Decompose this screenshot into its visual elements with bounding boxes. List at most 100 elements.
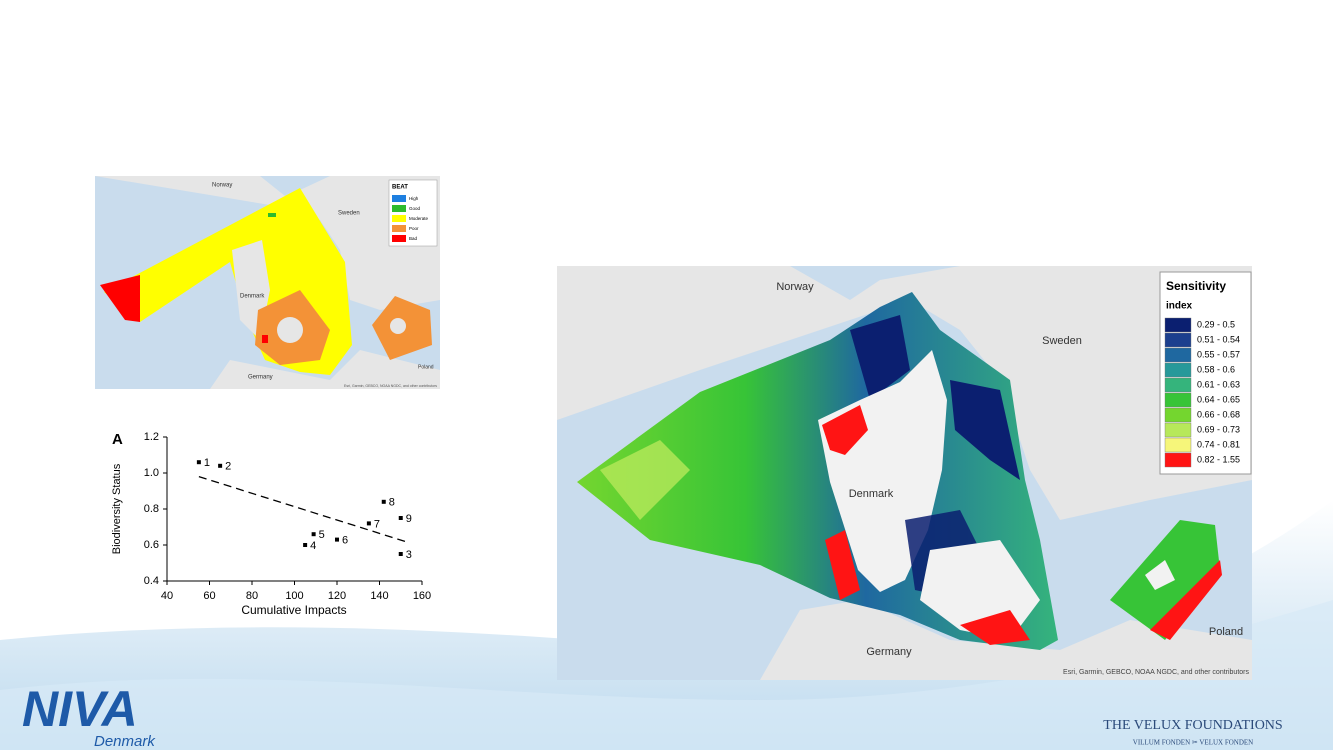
point-label: 8 — [389, 497, 395, 509]
point-label: 6 — [342, 535, 348, 547]
place-label: Denmark — [240, 294, 265, 300]
legend-label: 0.61 - 0.63 — [1197, 379, 1240, 389]
legend-label: 0.51 - 0.54 — [1197, 334, 1240, 344]
legend-label: 0.55 - 0.57 — [1197, 349, 1240, 359]
map-region — [850, 315, 910, 400]
wave — [0, 600, 1333, 750]
place-label: Poland — [1209, 626, 1243, 638]
legend-label: Poor — [409, 226, 419, 231]
logo-subtext: Denmark — [94, 733, 156, 750]
map-land — [760, 600, 1252, 680]
point — [311, 532, 316, 537]
x-tick-label: 160 — [413, 590, 431, 602]
point-label: 5 — [319, 529, 325, 541]
x-tick-label: 40 — [161, 590, 173, 602]
trend-line — [198, 475, 406, 543]
map-region — [100, 275, 140, 322]
legend-label: 0.82 - 1.55 — [1197, 454, 1240, 464]
attribution: Esri, Garmin, GEBCO, NOAA NGDC, and othe… — [344, 384, 437, 388]
point — [366, 521, 371, 526]
x-axis-label: Cumulative Impacts — [241, 603, 346, 617]
legend-label: 0.69 - 0.73 — [1197, 424, 1240, 434]
place-label: Norway — [212, 183, 232, 189]
legend-swatch — [1164, 317, 1192, 333]
legend-swatch — [1164, 422, 1192, 438]
x-tick-label: 120 — [328, 590, 346, 602]
place-label: Sweden — [1042, 335, 1082, 347]
point — [218, 463, 223, 468]
y-axis-label: Biodiversity Status — [111, 463, 123, 554]
legend-swatch — [1164, 332, 1192, 348]
place-label: Germany — [866, 646, 912, 658]
legend-label: Bad — [409, 236, 418, 241]
legend-label: 0.74 - 0.81 — [1197, 439, 1240, 449]
y-tick-label: 0.6 — [144, 539, 159, 551]
legend-swatch — [1164, 362, 1192, 378]
niva-logo: NIVA Denmark — [22, 681, 156, 750]
place-label: Norway — [776, 281, 814, 293]
legend-label: 0.29 - 0.5 — [1197, 319, 1235, 329]
x-tick-label: 100 — [285, 590, 303, 602]
legend-swatch — [392, 215, 406, 222]
map-region — [262, 335, 268, 343]
legend-title: Sensitivity — [1166, 279, 1226, 293]
y-tick-label: 0.4 — [144, 575, 159, 587]
legend-label: Moderate — [409, 216, 429, 221]
point — [398, 552, 403, 556]
map-land — [210, 350, 440, 389]
map-land — [557, 266, 1252, 520]
legend-swatch — [392, 235, 406, 242]
y-tick-label: 0.8 — [144, 503, 159, 515]
point-label: 2 — [225, 461, 231, 473]
legend-label: Good — [409, 206, 421, 211]
y-tick-label: 1.0 — [144, 467, 159, 479]
map-land — [390, 318, 406, 334]
legend-title: BEAT — [392, 185, 408, 191]
scatter-chart: A Cumulative Impacts Biodiversity Status… — [111, 431, 431, 617]
map-region — [825, 530, 860, 600]
map-land — [277, 317, 303, 343]
x-tick-label: 80 — [246, 590, 258, 602]
map-region — [822, 405, 868, 455]
x-tick-label: 140 — [370, 590, 388, 602]
map-land — [1145, 560, 1175, 590]
place-label: Denmark — [849, 488, 894, 500]
point — [303, 543, 308, 547]
point — [196, 460, 201, 465]
logo-text: NIVA — [22, 681, 138, 737]
place-label: Germany — [248, 375, 273, 381]
legend-subtitle: index — [1166, 301, 1193, 312]
legend-swatch — [392, 205, 406, 212]
map-region — [960, 610, 1030, 645]
point-label: 3 — [406, 549, 412, 561]
point-label: 7 — [374, 518, 380, 530]
place-label: Poland — [418, 364, 434, 370]
point — [335, 537, 339, 542]
y-tick-label: 1.2 — [144, 431, 159, 443]
map-region — [600, 440, 690, 520]
map-land — [95, 176, 440, 310]
map-region — [268, 213, 276, 217]
legend-swatch — [1164, 347, 1192, 363]
logo-subtext: VILLUM FONDEN ✂ VELUX FONDEN — [1133, 739, 1253, 747]
legend: 0.29 - 0.5 0.51 - 0.54 0.55 - 0.57 0.58 - 0… — [1164, 317, 1240, 468]
attribution: Esri, Garmin, GEBCO, NOAA NGDC, and othe… — [1063, 669, 1249, 676]
velux-logo: THE VELUX FOUNDATIONS VILLUM FONDEN ✂ VE… — [1103, 718, 1282, 746]
legend-label: 0.58 - 0.6 — [1197, 364, 1235, 374]
point-label: 1 — [204, 457, 210, 469]
point — [398, 516, 403, 520]
small-map: Norway Sweden Denmark Germany Poland Esr… — [95, 176, 440, 389]
legend-swatch — [1164, 437, 1192, 453]
place-label: Sweden — [338, 211, 360, 217]
legend-label: 0.66 - 0.68 — [1197, 409, 1240, 419]
legend-swatch — [1164, 407, 1192, 423]
map-region — [1150, 560, 1222, 640]
logo-text: THE VELUX FOUNDATIONS — [1103, 718, 1282, 733]
legend-label: High — [409, 196, 419, 201]
legend-swatch — [1164, 452, 1192, 468]
legend-swatch — [392, 225, 406, 232]
point — [381, 499, 386, 504]
